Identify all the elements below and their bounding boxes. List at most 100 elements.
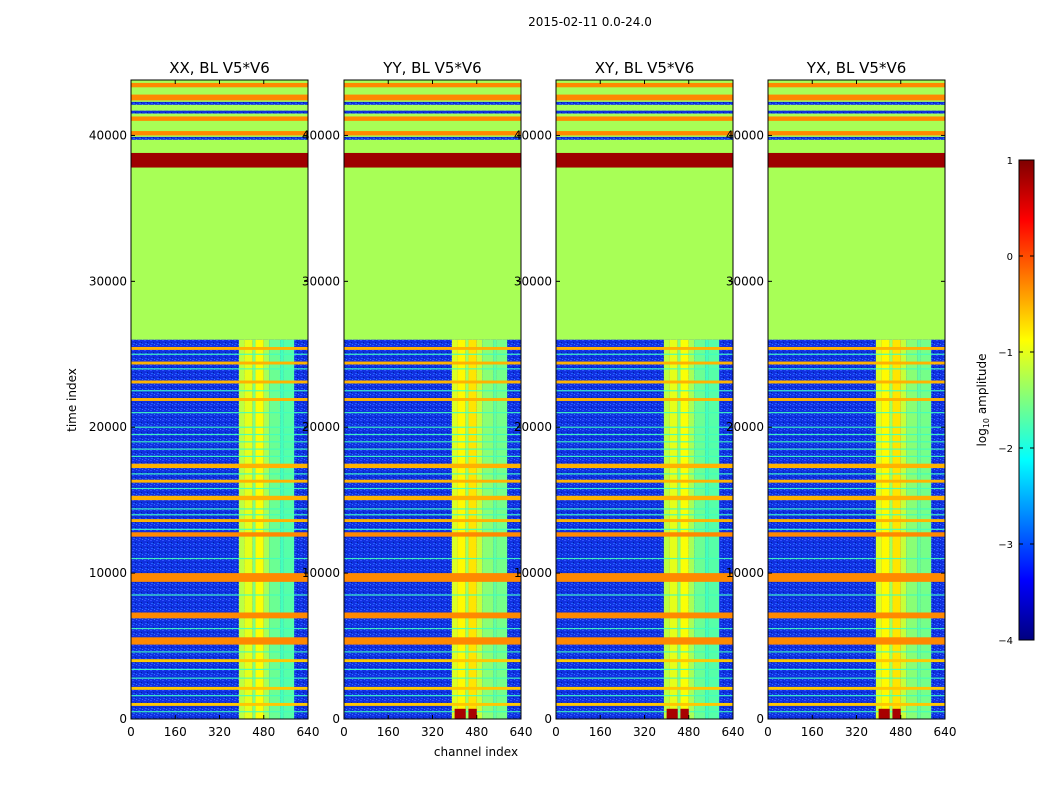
flag-band bbox=[131, 346, 308, 350]
y-tick-label: 0 bbox=[756, 712, 764, 726]
bright-band bbox=[768, 152, 945, 168]
y-tick-label: 0 bbox=[544, 712, 552, 726]
flag-band bbox=[131, 702, 308, 706]
thin-line bbox=[556, 668, 733, 670]
thin-line bbox=[131, 594, 308, 596]
thin-line bbox=[131, 487, 308, 490]
panel-title: YX, BL V5*V6 bbox=[806, 59, 907, 77]
x-tick-label: 640 bbox=[934, 725, 957, 739]
x-tick-label: 640 bbox=[722, 725, 745, 739]
thin-line bbox=[344, 455, 521, 457]
thin-line bbox=[768, 508, 945, 510]
thin-line bbox=[768, 433, 945, 436]
y-tick-label: 40000 bbox=[514, 128, 552, 142]
flag-band bbox=[344, 532, 521, 537]
top-flag-band bbox=[556, 131, 733, 136]
thin-line bbox=[768, 412, 945, 414]
top-flag-band bbox=[344, 94, 521, 101]
panel-2: YY, BL V5*V6 0 160 320 480 640 0 10000 20000 3000… bbox=[302, 59, 533, 739]
corner-flag bbox=[878, 708, 890, 719]
flag-band bbox=[556, 398, 733, 401]
flag-band bbox=[131, 519, 308, 523]
top-noise-band bbox=[344, 110, 521, 114]
thin-line bbox=[344, 368, 521, 370]
thin-line bbox=[556, 627, 733, 630]
flag-band bbox=[556, 686, 733, 690]
top-noise-band bbox=[131, 136, 308, 140]
x-tick-label: 640 bbox=[297, 725, 320, 739]
thin-line bbox=[556, 528, 733, 530]
thin-line bbox=[344, 473, 521, 475]
colorbar-label-sub: 10 bbox=[982, 418, 991, 428]
thin-line bbox=[768, 668, 945, 670]
flag-band bbox=[131, 361, 308, 365]
x-tick-label: 0 bbox=[552, 725, 560, 739]
thin-line bbox=[556, 651, 733, 653]
thin-line bbox=[131, 508, 308, 510]
flag-band bbox=[768, 519, 945, 523]
panels: XX, BL V5*V6 0 160 320 480 640 0 10000 20000 3000… bbox=[89, 59, 957, 739]
panel-3: XY, BL V5*V6 0 160 320 480 640 0 10000 20000 3000… bbox=[514, 59, 745, 739]
flag-band bbox=[344, 659, 521, 663]
thin-line bbox=[131, 695, 308, 697]
thin-line bbox=[344, 594, 521, 596]
thin-line bbox=[768, 711, 945, 713]
flag-band bbox=[131, 686, 308, 690]
thin-line bbox=[344, 426, 521, 428]
thin-line bbox=[768, 651, 945, 653]
flag-band bbox=[344, 519, 521, 523]
top-noise-band bbox=[768, 101, 945, 105]
thin-line bbox=[344, 448, 521, 450]
flag-band bbox=[344, 380, 521, 384]
heatmap-image bbox=[556, 80, 733, 719]
thin-line bbox=[556, 487, 733, 490]
colorbar-ticks: 1 0 −1 −2 −3 −4 bbox=[998, 156, 1034, 647]
colorbar-tick-label: −3 bbox=[998, 540, 1013, 551]
thin-line bbox=[344, 508, 521, 510]
flag-band bbox=[556, 361, 733, 365]
thin-line bbox=[768, 390, 945, 392]
thin-line bbox=[344, 390, 521, 392]
thin-line bbox=[131, 677, 308, 679]
thin-line bbox=[131, 528, 308, 530]
flagged-block bbox=[344, 80, 521, 340]
flag-band bbox=[131, 380, 308, 384]
top-flag-band bbox=[768, 131, 945, 136]
bright-band bbox=[344, 152, 521, 168]
x-tick-label: 480 bbox=[465, 725, 488, 739]
panel-1: XX, BL V5*V6 0 160 320 480 640 0 10000 20000 3000… bbox=[89, 59, 320, 739]
colorbar-tick-label: 1 bbox=[1007, 156, 1013, 167]
y-tick-label: 30000 bbox=[302, 274, 340, 288]
flag-band bbox=[344, 637, 521, 645]
flag-band bbox=[768, 659, 945, 663]
colorbar-gradient bbox=[1018, 159, 1035, 641]
flag-band bbox=[556, 659, 733, 663]
flag-band bbox=[344, 398, 521, 401]
top-flag-band bbox=[131, 82, 308, 88]
flag-band bbox=[344, 612, 521, 619]
thin-line bbox=[768, 695, 945, 697]
thin-line bbox=[131, 390, 308, 392]
thin-line bbox=[768, 368, 945, 370]
flagged-block bbox=[768, 80, 945, 340]
panel-title: XX, BL V5*V6 bbox=[169, 59, 270, 77]
flag-band bbox=[768, 346, 945, 350]
flag-band bbox=[556, 346, 733, 350]
bright-band bbox=[131, 152, 308, 168]
flag-band bbox=[344, 463, 521, 469]
y-tick-label: 10000 bbox=[726, 566, 764, 580]
top-flag-band bbox=[131, 131, 308, 136]
top-noise-band bbox=[344, 101, 521, 105]
flag-band bbox=[768, 612, 945, 619]
thin-line bbox=[131, 448, 308, 450]
thin-line bbox=[768, 487, 945, 490]
y-tick-label: 20000 bbox=[89, 420, 127, 434]
flag-band bbox=[131, 573, 308, 582]
top-flag-band bbox=[556, 82, 733, 88]
flag-band bbox=[131, 637, 308, 645]
thin-line bbox=[344, 528, 521, 530]
y-tick-label: 30000 bbox=[726, 274, 764, 288]
thin-line bbox=[344, 353, 521, 355]
thin-line bbox=[768, 514, 945, 516]
thin-line bbox=[131, 627, 308, 630]
